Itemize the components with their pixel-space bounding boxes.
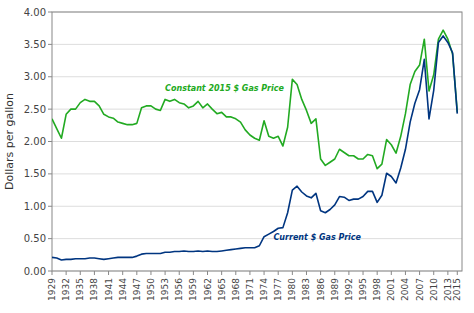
y-tick	[48, 12, 52, 13]
x-tick-label: 1947	[132, 278, 142, 301]
annotation: Constant 2015 $ Gas Price	[165, 84, 284, 93]
x-tick	[377, 271, 378, 275]
x-tick	[80, 271, 81, 275]
x-tick	[447, 271, 448, 275]
y-tick	[48, 44, 52, 45]
x-tick-label: 1986	[316, 278, 326, 301]
x-tick-label: 1944	[118, 278, 128, 301]
x-tick	[334, 271, 335, 275]
x-tick	[165, 271, 166, 275]
y-tick-label: 2.50	[24, 104, 46, 115]
x-tick	[108, 271, 109, 275]
y-tick-label: 2.00	[24, 136, 46, 147]
y-tick	[48, 109, 52, 110]
x-tick-label: 1971	[245, 278, 255, 301]
x-tick	[136, 271, 137, 275]
x-tick	[292, 271, 293, 275]
y-tick-label: 0.50	[24, 233, 46, 244]
x-tick	[363, 271, 364, 275]
x-tick	[306, 271, 307, 275]
x-tick	[249, 271, 250, 275]
x-tick	[150, 271, 151, 275]
x-tick-label: 1959	[188, 278, 198, 301]
x-tick	[221, 271, 222, 275]
y-tick-label: 0.00	[24, 266, 46, 277]
grid-line	[52, 141, 462, 142]
x-tick	[457, 271, 458, 275]
grid-line	[52, 173, 462, 174]
x-tick-label: 1938	[89, 278, 99, 301]
x-tick-label: 1941	[104, 278, 114, 301]
x-tick-label: 1956	[174, 278, 184, 301]
x-tick-label: 1989	[330, 278, 340, 301]
grid-line	[52, 44, 462, 45]
x-tick-label: 2007	[415, 278, 425, 301]
y-tick	[48, 141, 52, 142]
plot-frame	[52, 12, 462, 271]
x-tick-label: 1995	[358, 278, 368, 301]
x-tick	[348, 271, 349, 275]
grid	[52, 12, 462, 271]
x-tick-label: 1974	[259, 278, 269, 301]
grid-line	[52, 109, 462, 110]
y-tick-label: 3.50	[24, 39, 46, 50]
x-tick	[179, 271, 180, 275]
x-tick	[207, 271, 208, 275]
grid-line	[52, 206, 462, 207]
x-tick-label: 1965	[217, 278, 227, 301]
y-tick	[48, 271, 52, 272]
x-tick-label: 1962	[203, 278, 213, 301]
x-tick	[52, 271, 53, 275]
x-tick-label: 1935	[75, 278, 85, 301]
x-tick	[235, 271, 236, 275]
x-tick-label: 1980	[287, 278, 297, 301]
x-tick	[433, 271, 434, 275]
x-tick	[193, 271, 194, 275]
x-tick	[264, 271, 265, 275]
x-tick	[122, 271, 123, 275]
axes: 0.00 0.50 1.00 1.50 2.00 2.50 3.00 3.50 4.00 1929…	[24, 7, 463, 301]
x-tick-label: 1998	[372, 278, 382, 301]
y-tick	[48, 238, 52, 239]
series-line	[52, 30, 457, 169]
x-tick	[419, 271, 420, 275]
x-tick-label: 1977	[273, 278, 283, 301]
x-tick-label: 1968	[231, 278, 241, 301]
chart: 0.00 0.50 1.00 1.50 2.00 2.50 3.00 3.50 4.00 1929…	[0, 0, 474, 313]
y-tick-label: 1.00	[24, 201, 46, 212]
series-group	[52, 30, 457, 260]
annotation: Current $ Gas Price	[273, 233, 361, 242]
y-tick-label: 1.50	[24, 168, 46, 179]
x-tick	[391, 271, 392, 275]
y-tick	[48, 173, 52, 174]
x-tick-label: 1932	[61, 278, 71, 301]
grid-line	[52, 76, 462, 77]
x-tick-label: 2004	[400, 278, 410, 301]
x-tick-label: 1929	[47, 278, 57, 301]
y-tick-label: 3.00	[24, 71, 46, 82]
grid-line	[52, 238, 462, 239]
y-tick	[48, 76, 52, 77]
series-line	[52, 36, 457, 260]
plot-area	[52, 12, 462, 271]
x-tick	[320, 271, 321, 275]
y-tick-label: 4.00	[24, 7, 46, 18]
x-tick-label: 1950	[146, 278, 156, 301]
x-tick-label: 2001	[386, 278, 396, 301]
x-tick-label: 1953	[160, 278, 170, 301]
x-tick	[405, 271, 406, 275]
x-tick-label: 1983	[301, 278, 311, 301]
y-tick	[48, 206, 52, 207]
x-tick-label: 2010	[429, 278, 439, 301]
x-tick-label: 1992	[344, 278, 354, 301]
x-tick	[94, 271, 95, 275]
x-tick-label: 2015	[452, 278, 462, 301]
x-tick	[66, 271, 67, 275]
x-tick	[278, 271, 279, 275]
y-axis-label: Dollars per gallon	[3, 93, 16, 190]
